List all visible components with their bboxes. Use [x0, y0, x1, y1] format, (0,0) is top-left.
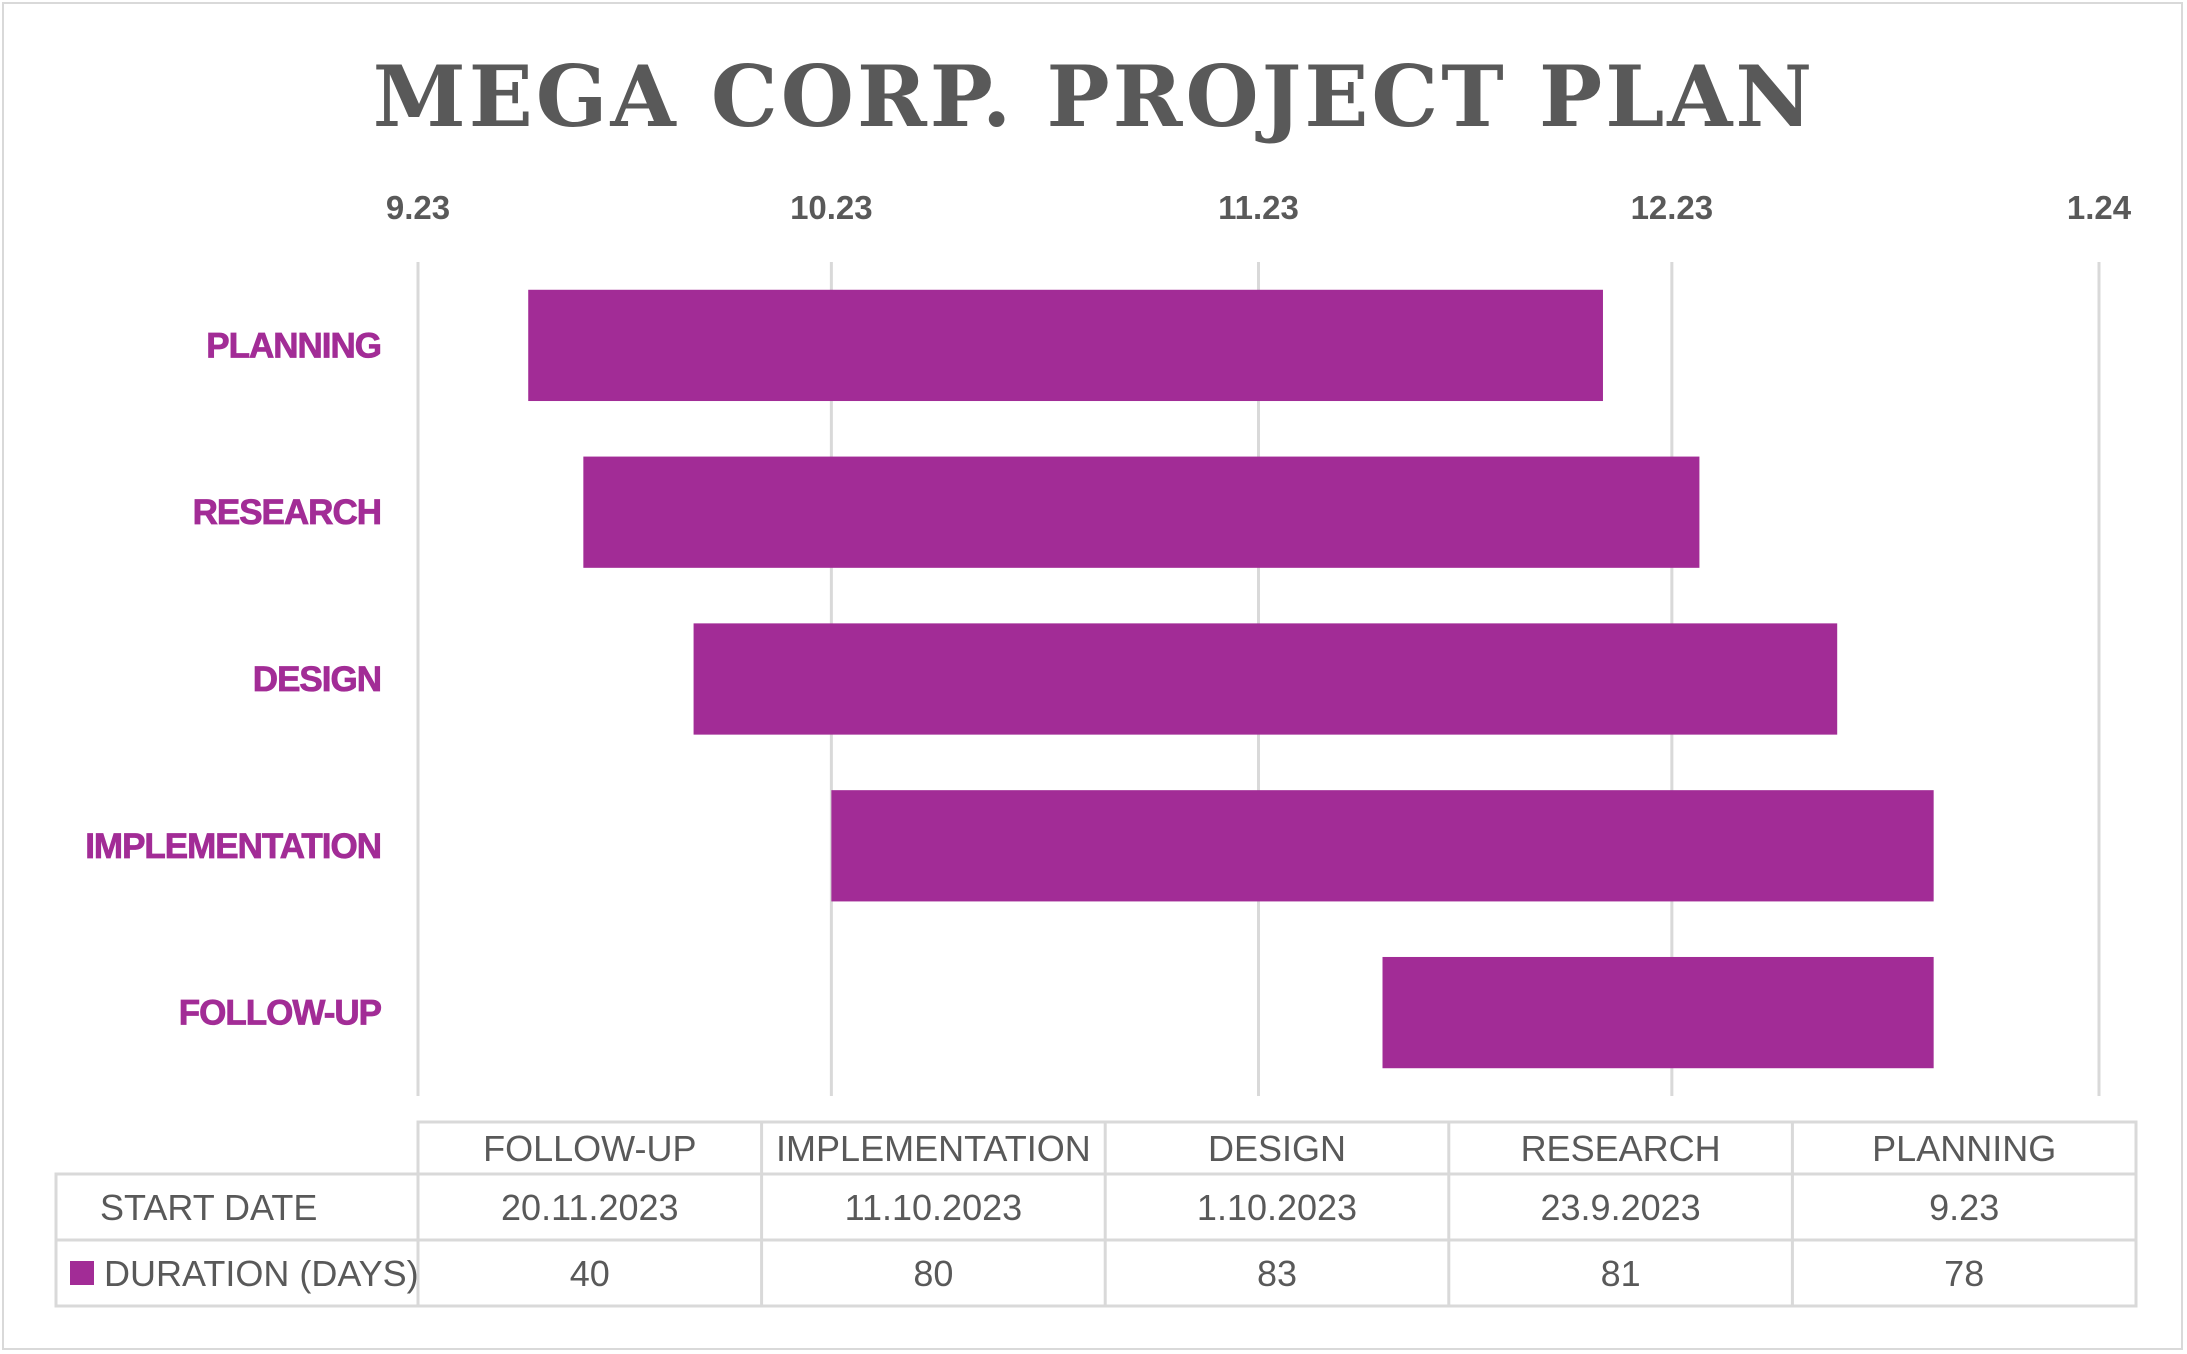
- x-tick-label: 9.23: [386, 189, 450, 226]
- table-cell: 40: [570, 1253, 610, 1294]
- table-column-header: DESIGN: [1208, 1128, 1346, 1169]
- table-column-header: RESEARCH: [1521, 1128, 1721, 1169]
- category-label: RESEARCH: [193, 493, 381, 532]
- category-label: PLANNING: [206, 326, 381, 365]
- table-cell: 23.9.2023: [1541, 1187, 1701, 1228]
- duration-bar: [831, 790, 1934, 902]
- chart-title: MEGA CORP. PROJECT PLAN: [373, 47, 1815, 146]
- table-cell: 80: [913, 1253, 953, 1294]
- category-labels: PLANNING RESEARCH DESIGN IMPLEMENTATION FOLL…: [85, 326, 383, 1033]
- table-column-header: PLANNING: [1872, 1128, 2056, 1169]
- category-label: DESIGN: [253, 660, 381, 699]
- duration-bar: [693, 623, 1838, 735]
- x-tick-label: 12.23: [1631, 189, 1714, 226]
- legend-key: [70, 1261, 94, 1285]
- table-row-label: DURATION (DAYS): [104, 1253, 419, 1294]
- duration-bar: [528, 289, 1603, 402]
- table-column-header: IMPLEMENTATION: [776, 1128, 1091, 1169]
- category-label: IMPLEMENTATION: [85, 827, 381, 866]
- category-label: FOLLOW-UP: [179, 994, 382, 1033]
- duration-bar: [583, 456, 1700, 568]
- table-cell: 78: [1944, 1253, 1984, 1294]
- data-table: FOLLOW-UP IMPLEMENTATION DESIGN RESEARCH PLA…: [54, 1120, 2138, 1308]
- x-tick-label: 10.23: [790, 189, 873, 226]
- table-cell: 11.10.2023: [845, 1187, 1023, 1228]
- x-tick-label: 1.24: [2067, 189, 2132, 226]
- table-column-header: FOLLOW-UP: [483, 1128, 696, 1169]
- x-tick-label: 11.23: [1218, 189, 1299, 226]
- table-row-label: START DATE: [100, 1187, 317, 1228]
- x-axis-ticks: 9.23 10.23 11.23 12.23 1.24: [386, 189, 2132, 226]
- gantt-chart: MEGA CORP. PROJECT PLAN 9.23 10.23 11.23 12…: [54, 47, 2138, 1308]
- table-cell: 81: [1601, 1253, 1641, 1294]
- duration-bar: [1382, 956, 1934, 1069]
- table-cell: 83: [1257, 1253, 1297, 1294]
- table-cell: 9.23: [1929, 1187, 1999, 1228]
- table-cell: 1.10.2023: [1197, 1187, 1357, 1228]
- table-cell: 20.11.2023: [501, 1187, 679, 1228]
- bars: [528, 289, 1934, 1069]
